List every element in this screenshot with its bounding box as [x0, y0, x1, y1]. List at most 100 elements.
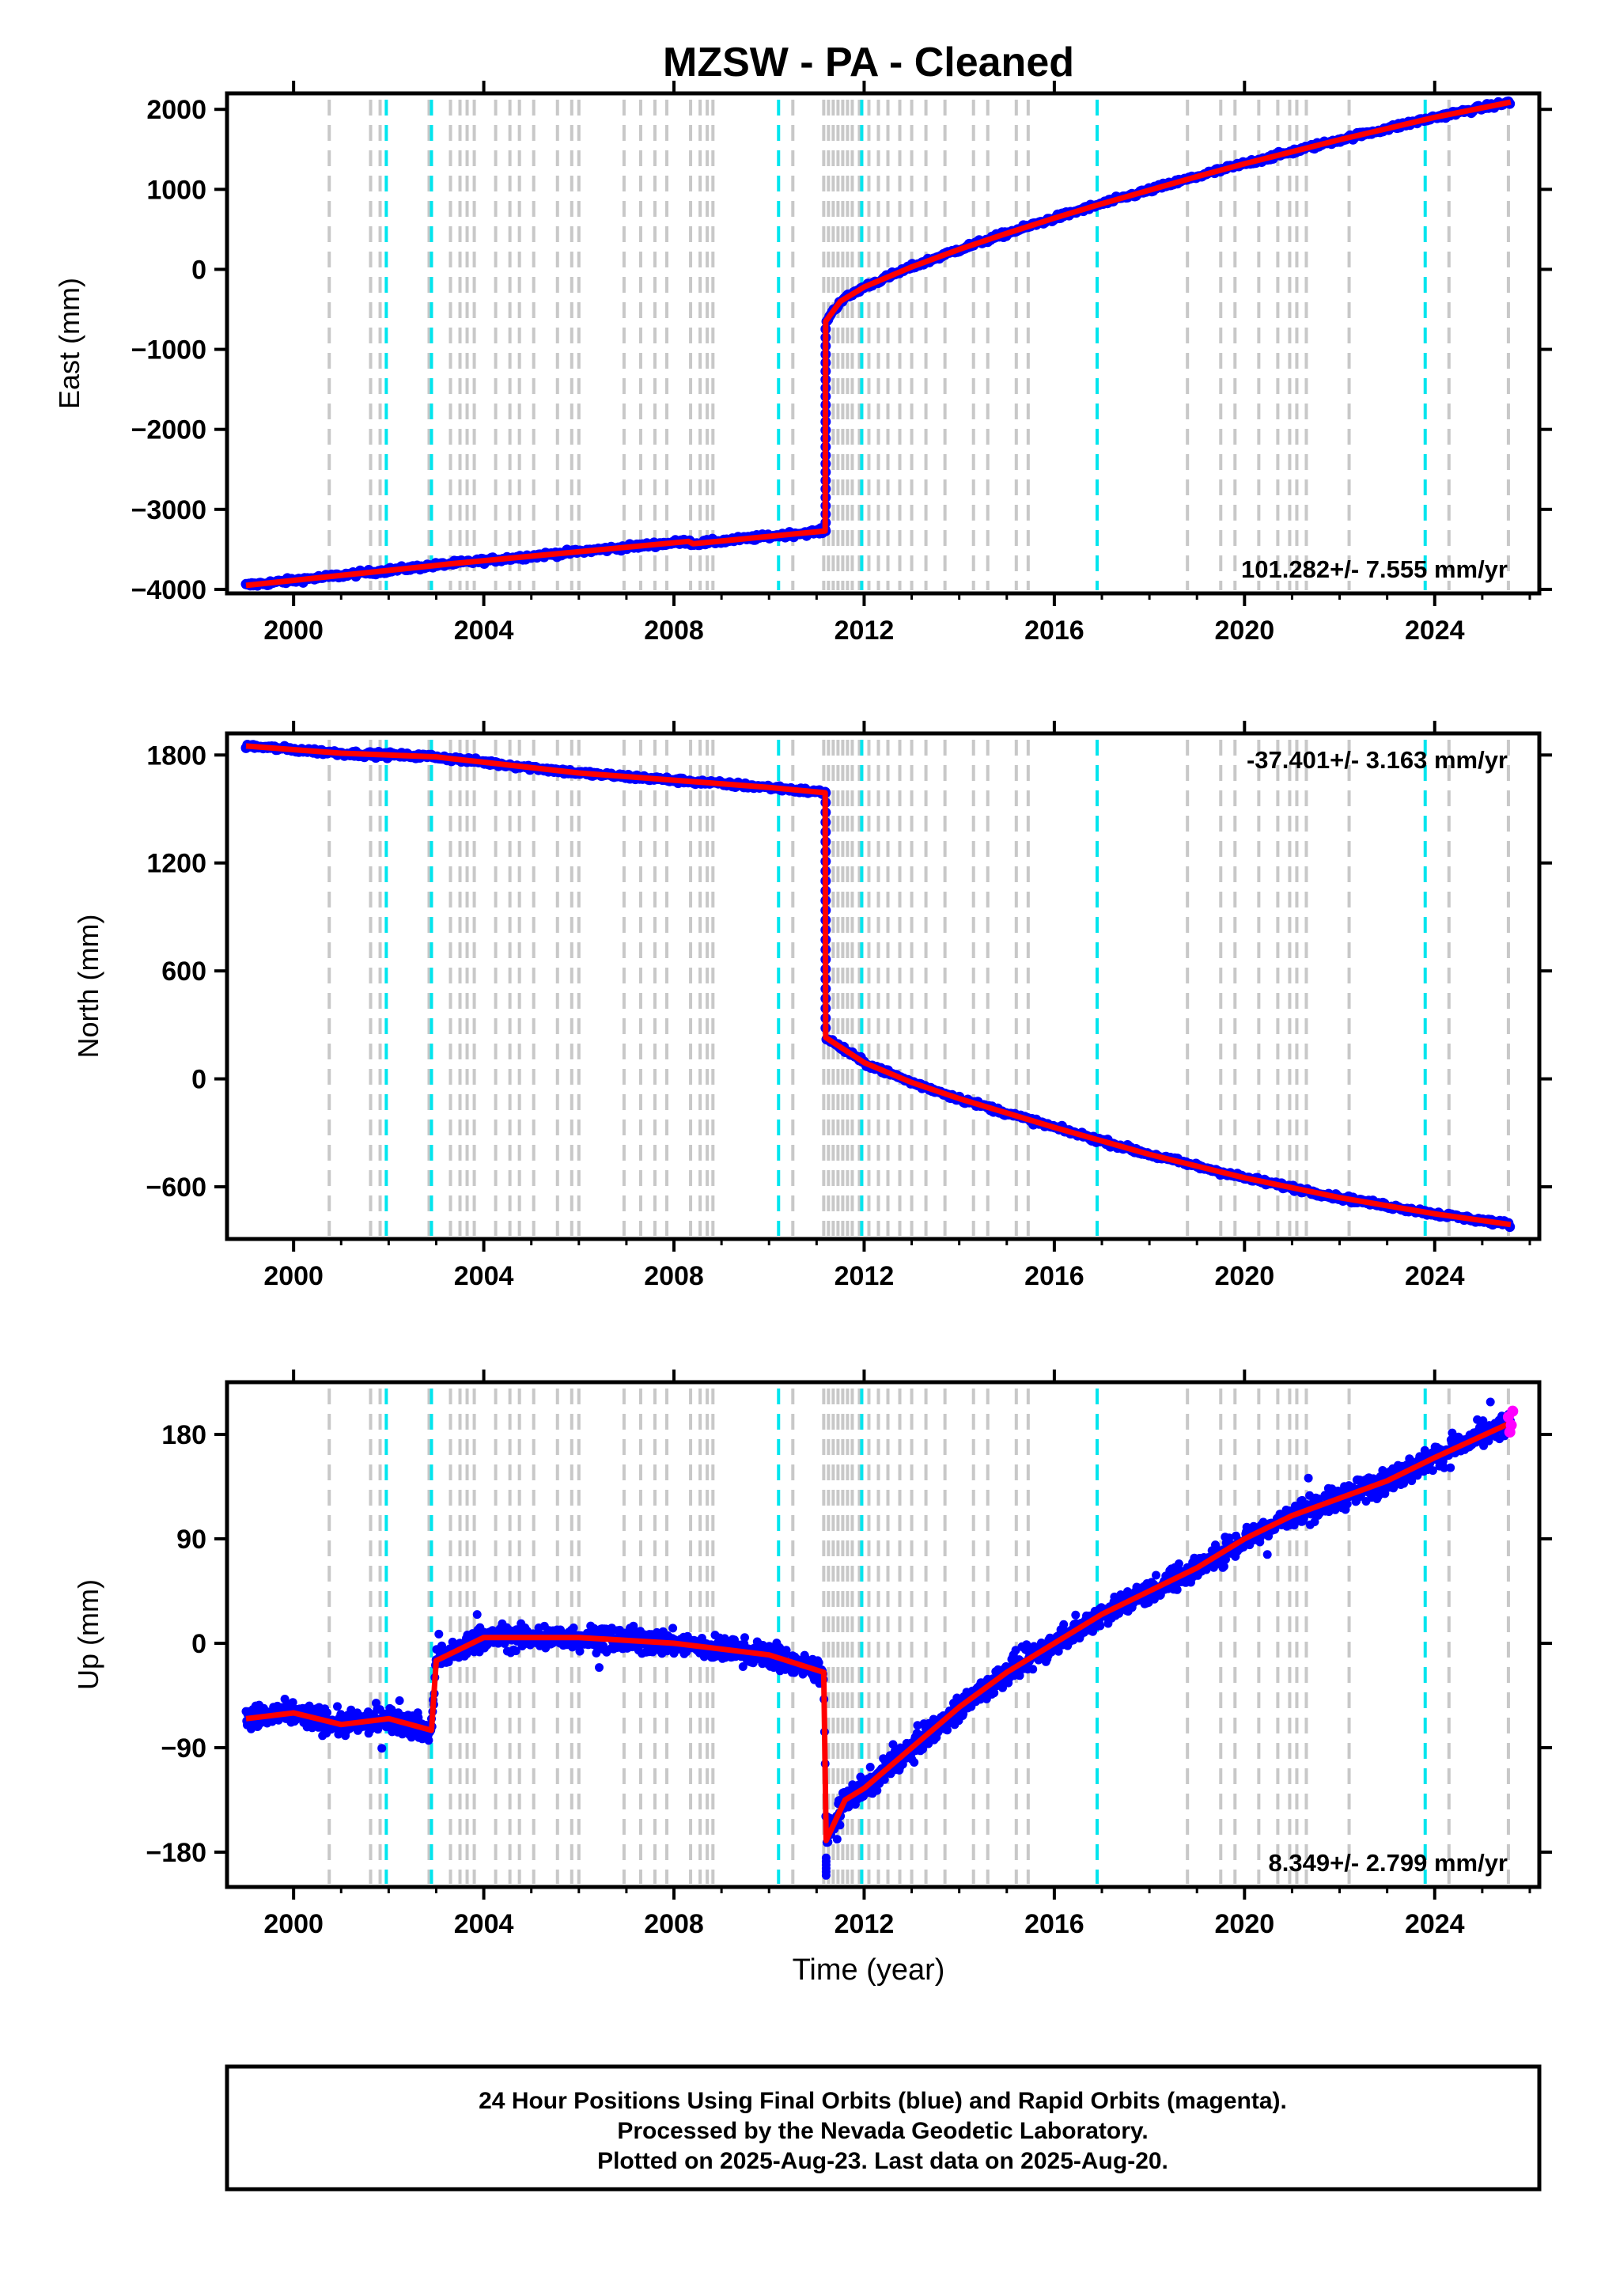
- up-data-point-748: [668, 1623, 678, 1633]
- north-x-tick-label-6: 2024: [1405, 1261, 1465, 1291]
- up-data-point-160: [333, 1702, 342, 1711]
- chart-title: MZSW - PA - Cleaned: [663, 40, 1074, 85]
- up-data-point-2114: [1448, 1428, 1457, 1438]
- up-x-tick-label-4: 2016: [1024, 1909, 1084, 1939]
- up-data-point-874: [740, 1633, 749, 1642]
- east-x-ticks: 2000 2004 2008 2012 2016 2020 2024: [263, 81, 1531, 646]
- east-x-tick-label-3: 2012: [835, 616, 895, 646]
- up-x-tick-label-5: 2020: [1215, 1909, 1275, 1939]
- up-x-tick-label-0: 2000: [263, 1909, 324, 1939]
- east-x-tick-label-2: 2008: [644, 616, 704, 646]
- east-model-line: [245, 99, 1512, 589]
- up-data-point-1595: [1152, 1570, 1160, 1580]
- up-data-point-947: [782, 1646, 791, 1655]
- north-x-tick-label-3: 2012: [835, 1261, 895, 1291]
- up-x-tick-label-2: 2008: [644, 1909, 704, 1939]
- up-data-point-82: [288, 1698, 297, 1707]
- up-data-point-2168: [1478, 1416, 1488, 1426]
- up-x-tick-label-6: 2024: [1405, 1909, 1465, 1939]
- up-data-point-1497: [1096, 1621, 1105, 1631]
- up-data-point-2042: [1406, 1457, 1416, 1466]
- east-x-tick-label-4: 2016: [1024, 616, 1084, 646]
- up-y-ticks: −180 −90 0 90 180: [146, 1420, 1552, 1868]
- up-data-point-1717: [1221, 1555, 1230, 1564]
- north-y-tick-label-1: 0: [191, 1065, 206, 1095]
- up-data-point-1723: [1224, 1533, 1234, 1543]
- up-data-point-871: [738, 1662, 748, 1671]
- east-x-tick-label-1: 2004: [454, 616, 514, 646]
- up-rapid-point-2: [1505, 1419, 1517, 1431]
- up-data-point-2080: [1428, 1466, 1437, 1476]
- east-x-tick-label-6: 2024: [1405, 616, 1465, 646]
- up-data-point-574: [569, 1623, 578, 1632]
- east-y-tick-label-3: −1000: [131, 335, 207, 366]
- up-data-point-338: [434, 1629, 444, 1639]
- up-data-point-585: [575, 1646, 585, 1656]
- up-data-point-405: [472, 1610, 482, 1620]
- north-x-tick-label-2: 2008: [644, 1261, 704, 1291]
- up-data-point-2100: [1440, 1463, 1449, 1472]
- north-y-axis-label: North (mm): [72, 915, 104, 1059]
- north-model-line: [245, 743, 1512, 1228]
- east-y-tick-label-6: 2000: [146, 95, 206, 125]
- up-data-point-142: [323, 1708, 331, 1718]
- up-data-point-1635: [1174, 1559, 1183, 1568]
- east-y-tick-label-2: −2000: [131, 415, 207, 445]
- up-rate-label: 8.349+/- 2.799 mm/yr: [1269, 1849, 1508, 1877]
- up-data-point-231: [373, 1725, 383, 1734]
- up-data-point-1106: [872, 1786, 882, 1795]
- north-y-tick-label-0: −600: [146, 1173, 206, 1203]
- up-data-point-473: [511, 1646, 520, 1656]
- east-y-ticks: −4000 −3000 −2000 −1000 0 1000 2000: [131, 95, 1552, 605]
- up-data-point-1632: [1172, 1585, 1182, 1594]
- up-data-point-1171: [910, 1758, 919, 1767]
- up-data-point-269: [395, 1696, 404, 1705]
- east-y-axis-label: East (mm): [53, 278, 85, 409]
- up-data-point-1134: [888, 1740, 898, 1749]
- up-data-point-1379: [1028, 1665, 1038, 1674]
- up-x-tick-label-3: 2012: [835, 1909, 895, 1939]
- north-y-tick-label-2: 600: [161, 957, 206, 987]
- up-plot-frame: [225, 1380, 1542, 1889]
- north-y-tick-label-4: 1800: [146, 741, 206, 771]
- up-y-tick-label-4: 180: [161, 1420, 206, 1450]
- up-data-point-619: [595, 1663, 604, 1673]
- east-x-tick-label-0: 2000: [263, 616, 324, 646]
- up-data-point-679: [629, 1621, 638, 1631]
- north-x-tick-label-5: 2020: [1215, 1261, 1275, 1291]
- up-rapid-points: [1502, 1405, 1519, 1438]
- up-y-axis-label: Up (mm): [72, 1579, 104, 1690]
- up-model-line: [245, 1420, 1512, 1843]
- up-data-point-1119: [880, 1775, 889, 1784]
- up-data-point-320: [424, 1736, 433, 1745]
- north-panel: −600 0 600 1200 1800 2000 2004 2008 2012 2016 202…: [72, 721, 1552, 1291]
- footer-line-1: 24 Hour Positions Using Final Orbits (bl…: [479, 2088, 1287, 2114]
- up-rapid-point-3: [1507, 1405, 1519, 1417]
- up-data-point-387: [462, 1649, 471, 1658]
- north-x-tick-label-1: 2004: [454, 1261, 514, 1291]
- up-data-point-2222: [821, 1870, 831, 1880]
- up-data-point-1094: [865, 1763, 875, 1771]
- up-data-point-2111: [1446, 1463, 1455, 1472]
- footer-box: 24 Hour Positions Using Final Orbits (bl…: [225, 2064, 1542, 2192]
- north-x-tick-label-4: 2016: [1024, 1261, 1084, 1291]
- up-data-point-1041: [835, 1821, 845, 1830]
- east-plot-frame: [225, 91, 1542, 596]
- up-data-point-1004: [814, 1658, 823, 1667]
- up-data-point-1862: [1304, 1473, 1313, 1483]
- up-data-point-1790: [1262, 1550, 1272, 1559]
- north-x-tick-label-0: 2000: [263, 1261, 324, 1291]
- up-x-tick-label-1: 2004: [454, 1909, 514, 1939]
- up-y-tick-label-3: 90: [176, 1525, 206, 1555]
- up-y-tick-label-2: 0: [191, 1629, 206, 1659]
- east-y-tick-label-1: −3000: [131, 495, 207, 525]
- north-y-ticks: −600 0 600 1200 1800: [146, 741, 1552, 1203]
- x-axis-label: Time (year): [793, 1953, 945, 1987]
- up-data-point-1714: [1219, 1562, 1228, 1571]
- east-event-lines: [327, 100, 1510, 590]
- north-rate-label: -37.401+/- 3.163 mm/yr: [1247, 746, 1508, 774]
- east-x-tick-label-5: 2020: [1215, 616, 1275, 646]
- up-x-ticks: 2000 2004 2008 2012 2016 2020 2024: [263, 1370, 1531, 1939]
